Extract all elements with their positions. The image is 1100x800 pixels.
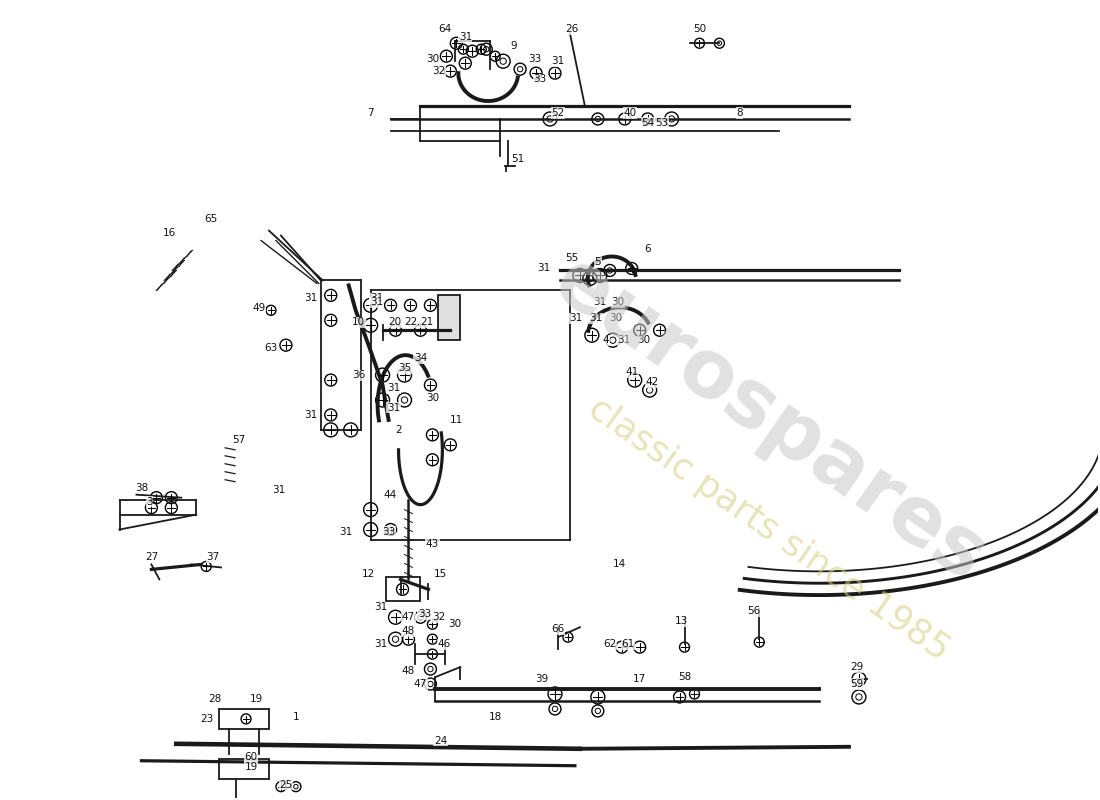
Text: 47: 47: [402, 612, 415, 622]
Text: 48: 48: [402, 626, 415, 636]
Text: 31: 31: [273, 485, 286, 494]
Text: 14: 14: [613, 559, 626, 570]
Text: 52: 52: [551, 108, 564, 118]
Text: 22: 22: [404, 318, 417, 327]
Text: 19: 19: [250, 694, 263, 704]
Text: 56: 56: [748, 606, 761, 616]
Text: 3: 3: [146, 497, 153, 506]
Text: 1: 1: [293, 712, 299, 722]
Text: 53: 53: [654, 118, 668, 128]
Text: 31: 31: [590, 314, 603, 323]
Text: 59: 59: [850, 679, 864, 689]
Text: eurospares: eurospares: [538, 242, 1000, 598]
Text: 38: 38: [135, 482, 149, 493]
Text: 46: 46: [438, 639, 451, 649]
Text: 15: 15: [433, 570, 447, 579]
Text: 37: 37: [207, 553, 220, 562]
Text: 33: 33: [528, 54, 541, 64]
Text: 31: 31: [370, 294, 383, 303]
Text: 30: 30: [426, 393, 439, 403]
Text: 58: 58: [678, 672, 691, 682]
Text: 32: 32: [432, 66, 446, 76]
Text: 11: 11: [450, 415, 463, 425]
Text: 65: 65: [205, 214, 218, 224]
Text: 60: 60: [244, 752, 257, 762]
Text: 17: 17: [634, 674, 647, 684]
Text: 33: 33: [418, 610, 431, 619]
Text: 43: 43: [426, 539, 439, 550]
Text: 40: 40: [624, 108, 636, 118]
Text: 31: 31: [387, 403, 400, 413]
Text: 63: 63: [264, 343, 277, 353]
Text: 31: 31: [617, 335, 630, 346]
Text: 30: 30: [612, 298, 625, 307]
Text: 20: 20: [388, 318, 401, 327]
Text: 16: 16: [163, 227, 176, 238]
Text: 31: 31: [593, 298, 606, 307]
Text: 31: 31: [305, 294, 318, 303]
Text: 55: 55: [565, 254, 579, 263]
Text: 62: 62: [603, 639, 616, 649]
Text: 50: 50: [693, 24, 706, 34]
Text: 39: 39: [536, 674, 549, 684]
Text: 47: 47: [414, 679, 427, 689]
Text: 5: 5: [594, 258, 601, 267]
Text: 54: 54: [641, 118, 654, 128]
Text: 31: 31: [339, 526, 352, 537]
Text: 31: 31: [387, 383, 400, 393]
Text: 49: 49: [252, 303, 265, 314]
Text: 27: 27: [145, 553, 158, 562]
Text: 26: 26: [565, 24, 579, 34]
Text: 21: 21: [420, 318, 433, 327]
Text: 13: 13: [675, 616, 689, 626]
Text: 36: 36: [352, 370, 365, 380]
Text: 29: 29: [850, 662, 864, 672]
Text: 48: 48: [402, 666, 415, 676]
Text: 25: 25: [279, 780, 293, 790]
Text: 30: 30: [448, 619, 461, 630]
Text: 31: 31: [538, 263, 551, 274]
Text: 31: 31: [374, 639, 387, 649]
Polygon shape: [439, 295, 460, 340]
Text: 33: 33: [534, 74, 547, 84]
Text: 44: 44: [384, 490, 397, 500]
Text: 61: 61: [621, 639, 635, 649]
Text: 33: 33: [382, 526, 395, 537]
Text: 12: 12: [362, 570, 375, 579]
Text: 31: 31: [459, 32, 472, 42]
Text: 9: 9: [510, 42, 517, 51]
Text: 4: 4: [603, 335, 609, 346]
Text: 31: 31: [374, 602, 387, 612]
Text: 10: 10: [352, 318, 365, 327]
Text: 30: 30: [609, 314, 623, 323]
Text: 34: 34: [414, 353, 427, 363]
Text: 31: 31: [570, 314, 583, 323]
Text: 24: 24: [433, 736, 447, 746]
Text: 31: 31: [305, 410, 318, 420]
Text: 57: 57: [232, 435, 245, 445]
Text: 51: 51: [512, 154, 525, 164]
Text: 42: 42: [645, 377, 658, 387]
Text: 8: 8: [736, 108, 743, 118]
Text: 32: 32: [432, 612, 446, 622]
Text: 23: 23: [200, 714, 213, 724]
Text: 19: 19: [244, 762, 257, 772]
Text: 31: 31: [370, 298, 383, 307]
Text: 7: 7: [367, 108, 374, 118]
Text: 35: 35: [398, 363, 411, 373]
Text: 66: 66: [551, 624, 564, 634]
Text: 41: 41: [625, 367, 638, 377]
Text: 28: 28: [209, 694, 222, 704]
Text: 30: 30: [637, 335, 650, 346]
Text: 30: 30: [426, 54, 439, 64]
Text: 31: 31: [551, 56, 564, 66]
Text: 64: 64: [439, 24, 452, 34]
Text: 6: 6: [645, 243, 651, 254]
Text: 2: 2: [395, 425, 402, 435]
Text: classic parts since 1985: classic parts since 1985: [582, 391, 956, 667]
Text: 18: 18: [488, 712, 502, 722]
